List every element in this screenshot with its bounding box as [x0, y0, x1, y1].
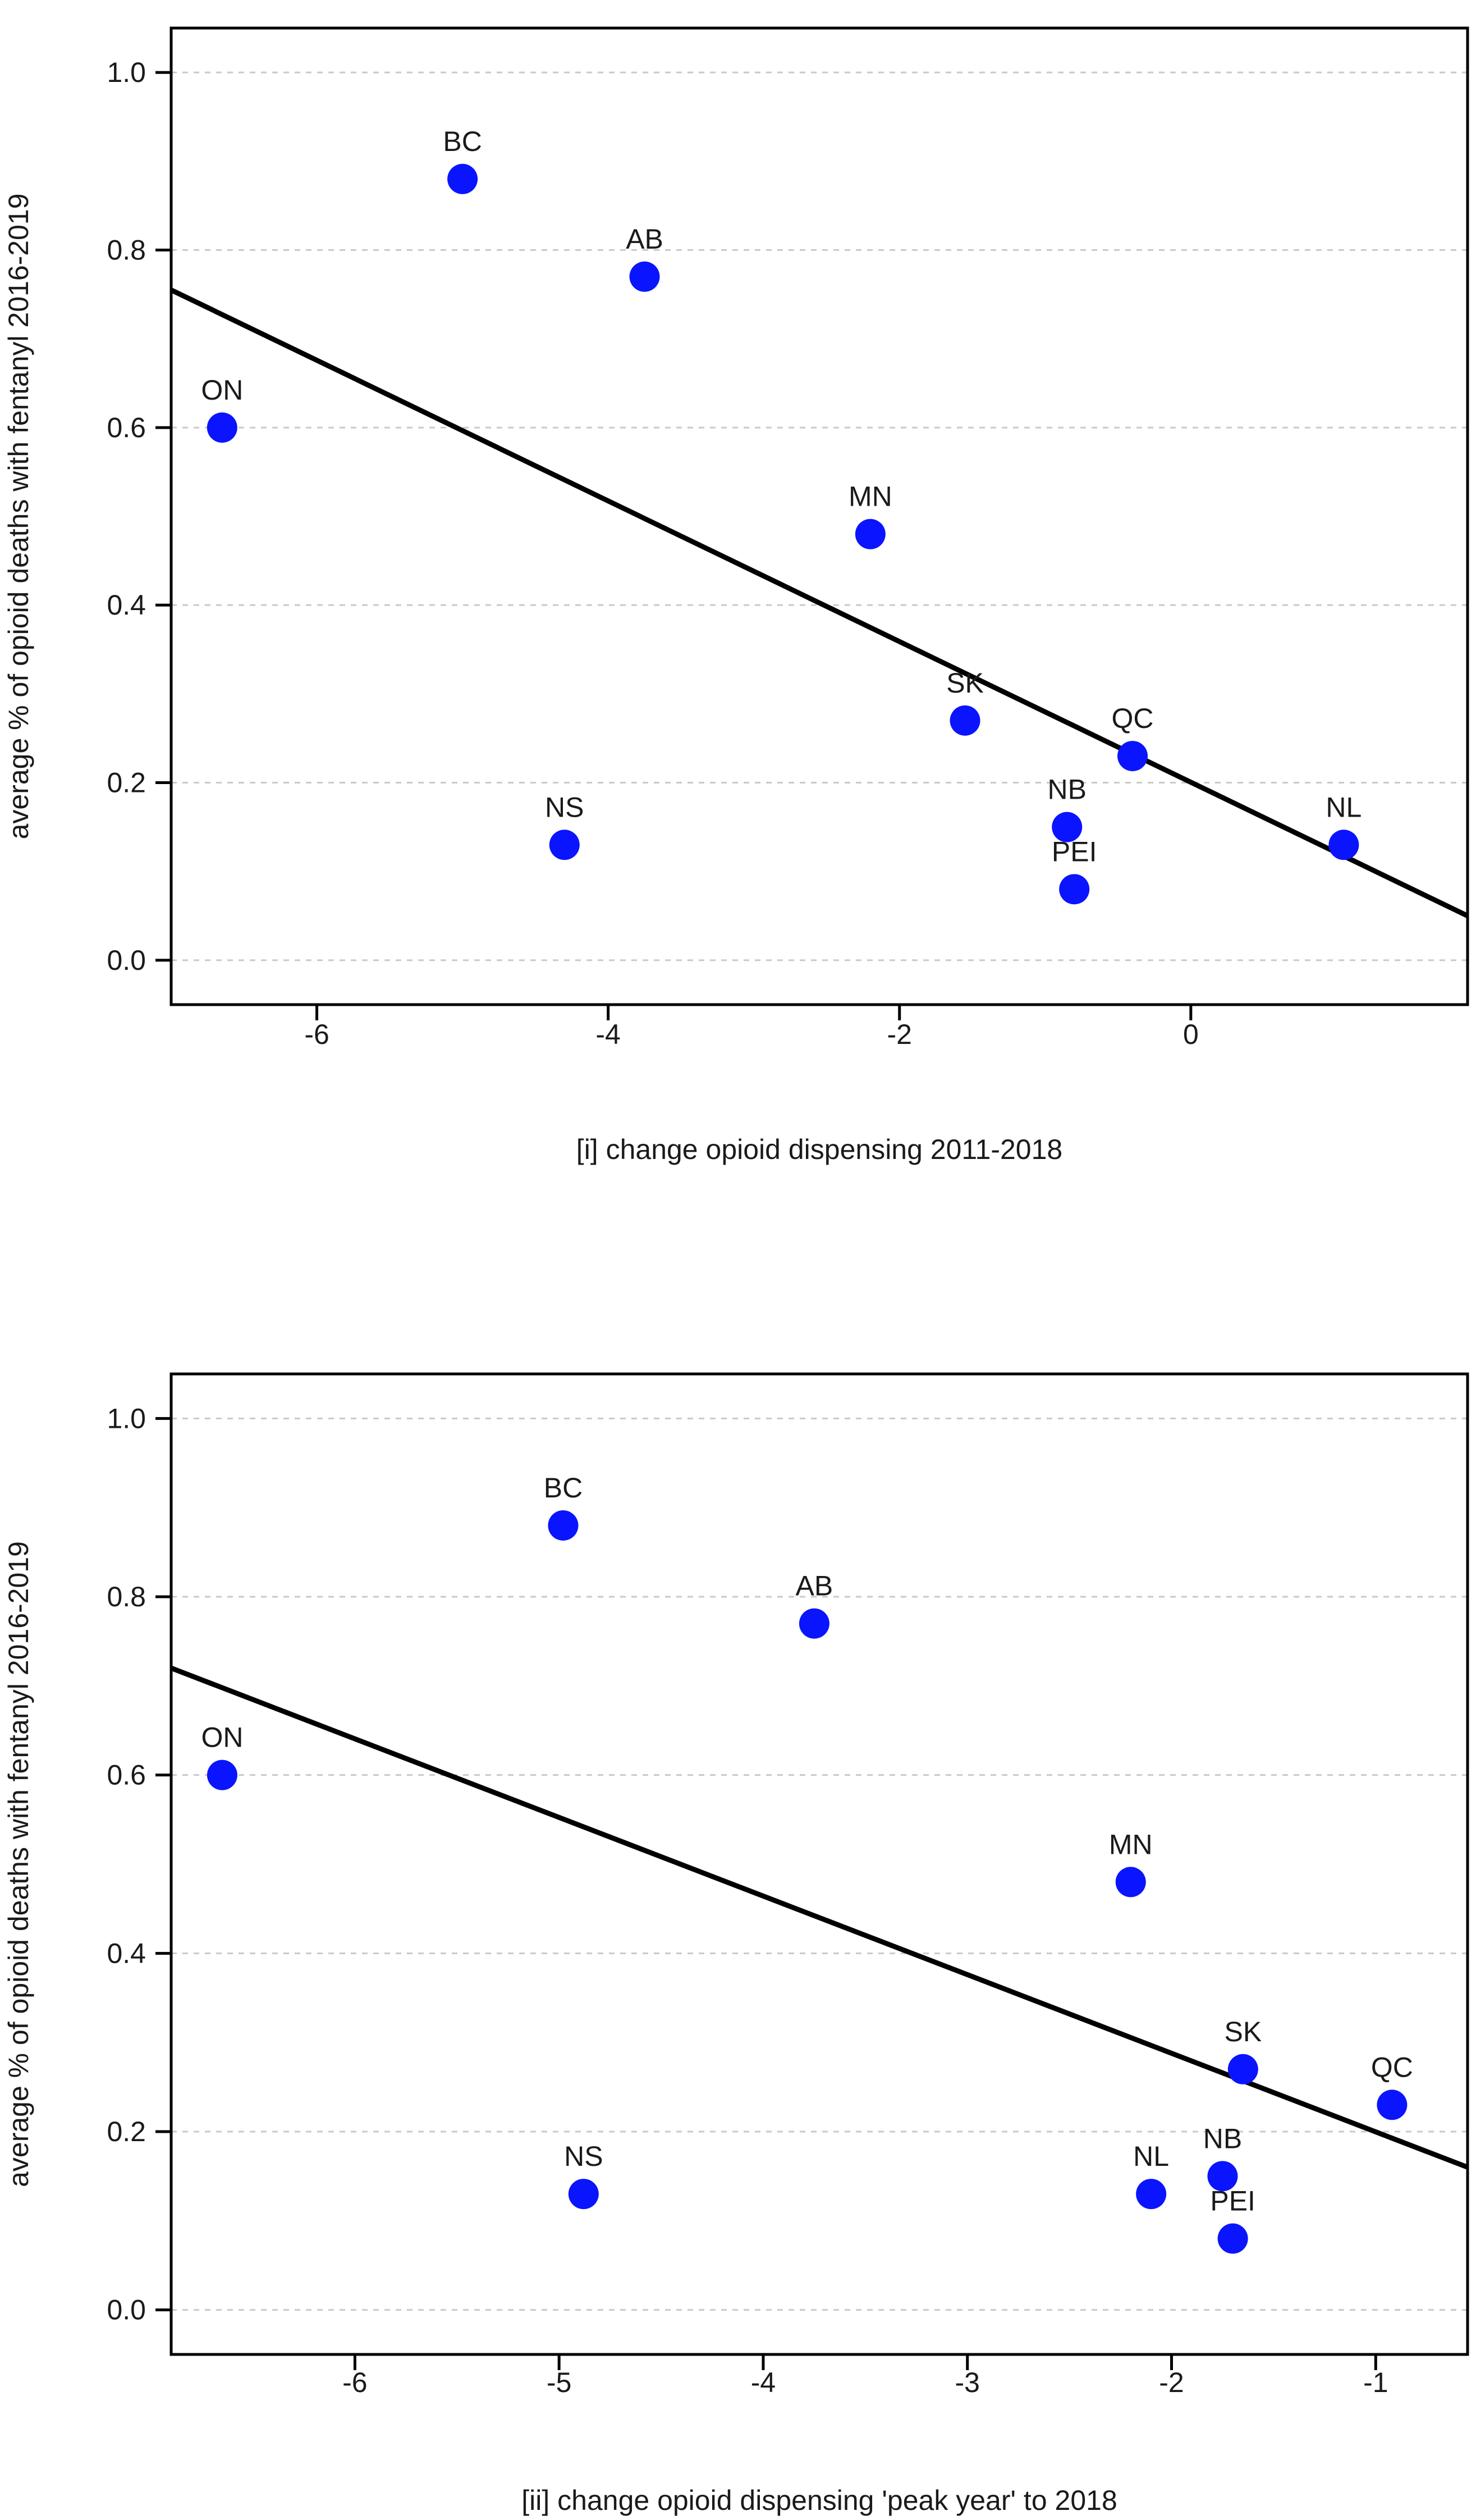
- y-tick-label: 0.4: [107, 589, 146, 621]
- x-tick-label: -2: [1159, 2367, 1184, 2398]
- y-tick-label: 0.6: [107, 1760, 146, 1791]
- data-point-ab: [799, 1608, 829, 1639]
- data-point-pei: [1217, 2223, 1248, 2254]
- y-tick-label: 0.2: [107, 2116, 146, 2147]
- point-label-sk: SK: [946, 667, 984, 699]
- data-point-nb: [1207, 2161, 1238, 2192]
- y-axis-label: average % of opioid deaths with fentanyl…: [3, 194, 34, 840]
- data-point-mn: [1115, 1867, 1146, 1898]
- data-point-on: [207, 412, 237, 443]
- point-label-qc: QC: [1112, 703, 1154, 734]
- data-point-nb: [1052, 812, 1083, 842]
- y-tick-label: 1.0: [107, 1403, 146, 1434]
- y-tick-label: 0.2: [107, 767, 146, 799]
- regression-line: [170, 1665, 1469, 2170]
- data-point-sk: [950, 705, 980, 736]
- x-tick-label: -6: [342, 2367, 367, 2398]
- scatter-panel-ii: 0.0 0.2 0.4 0.6 0.8 1.0 -6 -5 -4 -3 -2 -1 ON BC AB NS MN…: [3, 1372, 1469, 2516]
- point-label-pei: PEI: [1052, 836, 1097, 867]
- y-tick-label: 0.6: [107, 412, 146, 443]
- point-label-nl: NL: [1133, 2141, 1169, 2172]
- plot-frame: [169, 26, 1469, 1006]
- point-label-ns: NS: [545, 791, 584, 823]
- x-tick-label: 0: [1183, 1019, 1199, 1050]
- point-label-sk: SK: [1224, 2016, 1262, 2047]
- x-axis-label: [i] change opioid dispensing 2011-2018: [576, 1134, 1062, 1165]
- data-point-bc: [447, 163, 478, 194]
- y-tick-label: 0.4: [107, 1937, 146, 1969]
- point-label-ab: AB: [626, 223, 663, 255]
- point-label-mn: MN: [1109, 1829, 1153, 1860]
- y-tick-label: 0.8: [107, 1581, 146, 1612]
- point-label-bc: BC: [544, 1472, 583, 1504]
- y-axis-label: average % of opioid deaths with fentanyl…: [3, 1541, 34, 2187]
- data-point-nl: [1328, 830, 1359, 860]
- y-tick-label: 0.0: [107, 2294, 146, 2326]
- point-label-mn: MN: [849, 481, 892, 512]
- point-label-pei: PEI: [1210, 2185, 1255, 2217]
- x-tick-label: -6: [304, 1019, 329, 1050]
- regression-line: [170, 287, 1469, 918]
- point-label-ns: NS: [564, 2141, 603, 2172]
- data-point-ab: [629, 261, 660, 292]
- x-tick-label: -4: [751, 2367, 776, 2398]
- data-point-bc: [548, 1510, 579, 1541]
- x-tick-label: -3: [955, 2367, 980, 2398]
- data-point-pei: [1059, 874, 1090, 905]
- y-tick-label: 0.8: [107, 234, 146, 265]
- x-tick-label: -2: [887, 1019, 912, 1050]
- point-label-nb: NB: [1203, 2123, 1242, 2154]
- plot-frame: [169, 1372, 1469, 2356]
- data-point-ns: [549, 830, 580, 860]
- data-point-sk: [1227, 2054, 1258, 2084]
- point-label-on: ON: [201, 1722, 243, 1753]
- point-label-ab: AB: [796, 1570, 833, 1602]
- point-label-nb: NB: [1048, 774, 1087, 805]
- data-point-on: [207, 1760, 237, 1790]
- x-tick-label: -4: [595, 1019, 620, 1050]
- data-point-ns: [568, 2179, 599, 2210]
- scatter-panel-i: 0.0 0.2 0.4 0.6 0.8 1.0 -6 -4 -2 0 ON BC AB NS MN SK QC N…: [3, 26, 1469, 1165]
- data-point-qc: [1377, 2090, 1408, 2120]
- point-label-qc: QC: [1371, 2051, 1413, 2083]
- y-tick-label: 1.0: [107, 57, 146, 88]
- x-axis-label: [ii] change opioid dispensing 'peak year…: [521, 2485, 1117, 2516]
- point-label-on: ON: [201, 374, 243, 406]
- x-tick-label: -5: [547, 2367, 571, 2398]
- y-tick-label: 0.0: [107, 945, 146, 976]
- point-label-nl: NL: [1326, 791, 1362, 823]
- point-label-bc: BC: [443, 126, 482, 157]
- data-point-nl: [1136, 2179, 1167, 2210]
- data-point-qc: [1117, 741, 1148, 772]
- data-point-mn: [855, 519, 886, 549]
- x-tick-label: -1: [1363, 2367, 1388, 2398]
